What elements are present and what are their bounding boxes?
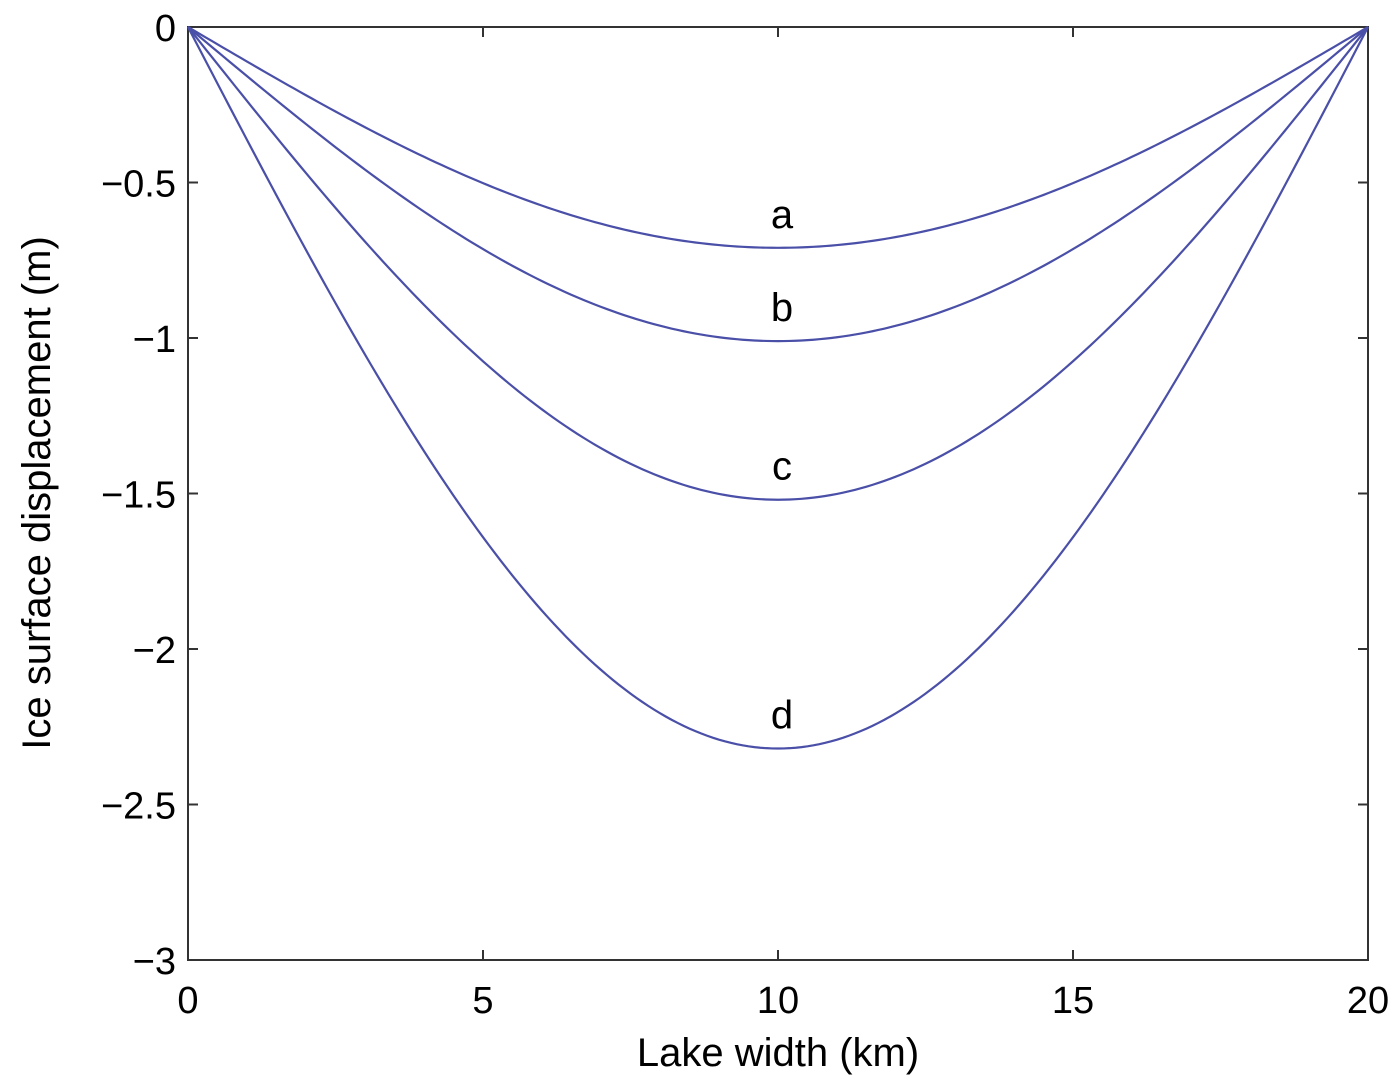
- y-tick-label: −3: [133, 941, 176, 983]
- x-axis-label: Lake width (km): [637, 1031, 919, 1075]
- x-tick-label: 5: [472, 980, 493, 1022]
- series-line-d: [187, 26, 1369, 750]
- x-tick-label: 0: [177, 980, 198, 1022]
- y-tick-label: −2.5: [101, 786, 176, 828]
- series-label-b: b: [771, 286, 793, 330]
- y-tick-labels: 0 −0.5 −1 −1.5 −2 −2.5 −3: [101, 8, 176, 983]
- tick-marks: [187, 26, 1369, 961]
- series-labels: a b c d: [771, 193, 794, 738]
- series-label-c: c: [772, 445, 792, 489]
- x-tick-labels: 0 5 10 15 20: [177, 980, 1389, 1022]
- x-tick-label: 10: [757, 980, 799, 1022]
- y-tick-label: −1: [133, 319, 176, 361]
- x-tick-label: 15: [1052, 980, 1094, 1022]
- series-lines: [187, 26, 1369, 750]
- x-tick-label: 20: [1347, 980, 1389, 1022]
- y-axis-label: Ice surface displacement (m): [15, 236, 59, 750]
- series-line-a: [187, 26, 1369, 249]
- y-tick-label: −0.5: [101, 164, 176, 206]
- plot-frame: [187, 26, 1369, 961]
- series-label-d: d: [771, 694, 793, 738]
- y-tick-label: −1.5: [101, 475, 176, 517]
- series-line-c: [187, 26, 1369, 501]
- series-line-b: [187, 26, 1369, 343]
- series-label-a: a: [771, 193, 794, 237]
- y-tick-label: 0: [155, 8, 176, 50]
- y-tick-label: −2: [133, 630, 176, 672]
